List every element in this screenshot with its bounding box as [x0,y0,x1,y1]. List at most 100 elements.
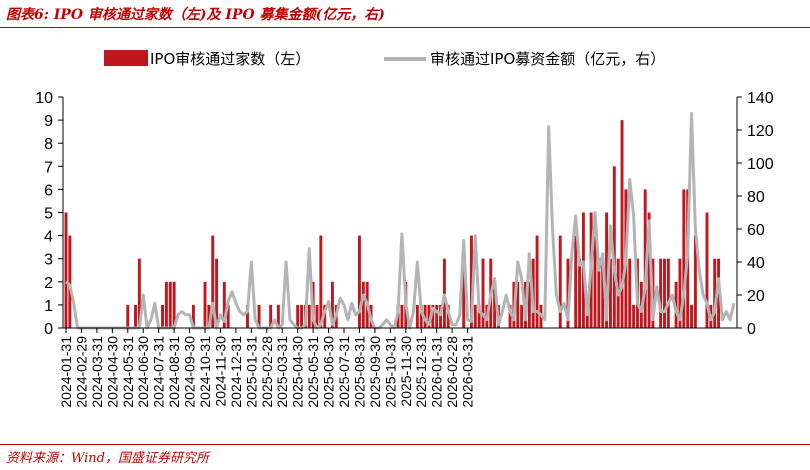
series-line-ipo-amount [65,112,736,330]
legend-label-line: 审核通过IPO募资金额（亿元，右） [430,50,665,68]
x-tick-label: 2024-12-31 [228,336,244,408]
x-tick-label: 2025-02-28 [259,336,275,408]
y-left-tick-label: 9 [44,113,53,130]
y-left-tick-label: 2 [44,275,53,292]
bar [439,304,442,328]
bar [493,281,497,328]
x-tick-label: 2025-12-31 [413,336,429,408]
x-tick-label: 2025-03-31 [274,336,290,408]
y-right-tick-label: 60 [747,222,765,239]
x-tick-label: 2024-10-31 [197,336,213,408]
x-tick-label: 2025-06-30 [321,336,337,408]
bar [226,304,230,328]
bar [578,258,582,328]
bar [400,304,404,328]
bar [191,304,195,328]
x-tick-label: 2025-10-31 [382,336,398,408]
bar [674,281,678,328]
bar [705,212,709,328]
bar [442,258,446,328]
y-left-tick-label: 0 [44,321,53,338]
bar [207,304,211,328]
bar [693,235,697,328]
bar [211,235,215,328]
bar [473,304,477,328]
bar [620,120,624,328]
bar [647,212,651,328]
y-right-tick-label: 140 [747,90,774,107]
x-tick-label: 2026-01-31 [429,336,445,408]
bar [566,258,570,328]
bar [481,258,485,328]
bar [628,258,632,328]
bar [558,235,562,328]
bar [516,281,520,328]
x-tick-label: 2025-09-30 [367,336,383,408]
bar [713,258,717,328]
bar [257,304,261,328]
y-right-tick-label: 80 [747,189,765,206]
bar [137,258,141,328]
bar [296,304,300,328]
bar [477,304,481,328]
bar [574,235,578,328]
bar [68,235,72,328]
y-right-tick-label: 20 [747,288,765,305]
x-tick-label: 2025-11-30 [398,336,414,407]
x-tick-label: 2026-02-28 [444,336,460,408]
y-left-tick-label: 5 [44,206,53,223]
bar [597,258,601,328]
y-right-tick-label: 40 [747,255,765,272]
bar [246,304,249,328]
bar [161,304,164,328]
x-tick-label: 2024-03-31 [89,336,105,408]
legend-label-bar: IPO审核通过家数（左） [150,50,310,68]
bar [64,212,68,328]
bar [682,189,686,328]
bar [300,304,303,328]
x-tick-label: 2025-08-31 [351,336,367,408]
bar [605,212,609,328]
x-tick-label: 2025-05-31 [305,336,321,408]
bar [608,258,612,328]
bar [276,304,280,328]
bar [203,281,207,328]
bar [469,235,473,328]
bar [612,166,616,328]
bar [134,304,137,328]
x-tick-label: 2024-04-30 [104,336,120,408]
x-tick-label: 2024-05-31 [120,336,136,408]
bar [508,304,512,328]
y-left-tick-label: 7 [44,159,53,176]
y-right-tick-label: 120 [747,123,774,140]
x-tick-label: 2026-03-31 [460,336,476,408]
x-tick-label: 2024-07-31 [151,336,167,408]
title-rule [0,27,810,28]
bar [427,304,431,328]
y-left-tick-label: 10 [35,90,53,107]
bar [462,258,466,328]
bar [164,281,168,328]
y-left-tick-label: 6 [44,182,53,199]
y-left-tick-label: 8 [44,136,53,153]
source-note: 资料来源：Wind，国盛证券研究所 [6,451,209,466]
legend-swatch-bar [104,50,148,66]
bar [319,235,323,328]
bar [415,304,419,328]
bar [601,258,605,328]
y-left-tick-label: 3 [44,252,53,269]
bar [535,235,539,328]
x-tick-label: 2025-01-31 [243,336,259,408]
bar [663,258,666,328]
y-left-tick-label: 1 [44,298,53,315]
bar [168,281,172,328]
bar [307,304,311,328]
bar [643,189,647,328]
x-tick-label: 2024-08-31 [166,336,182,408]
bar [215,258,219,328]
x-tick-label: 2024-11-30 [212,336,228,407]
figure-title: 图表6: IPO 审核通过家数（左)及 IPO 募集金额(亿元，右) [6,7,385,23]
bar [435,304,439,328]
y-right-tick-label: 100 [747,156,774,173]
bar [315,304,319,328]
